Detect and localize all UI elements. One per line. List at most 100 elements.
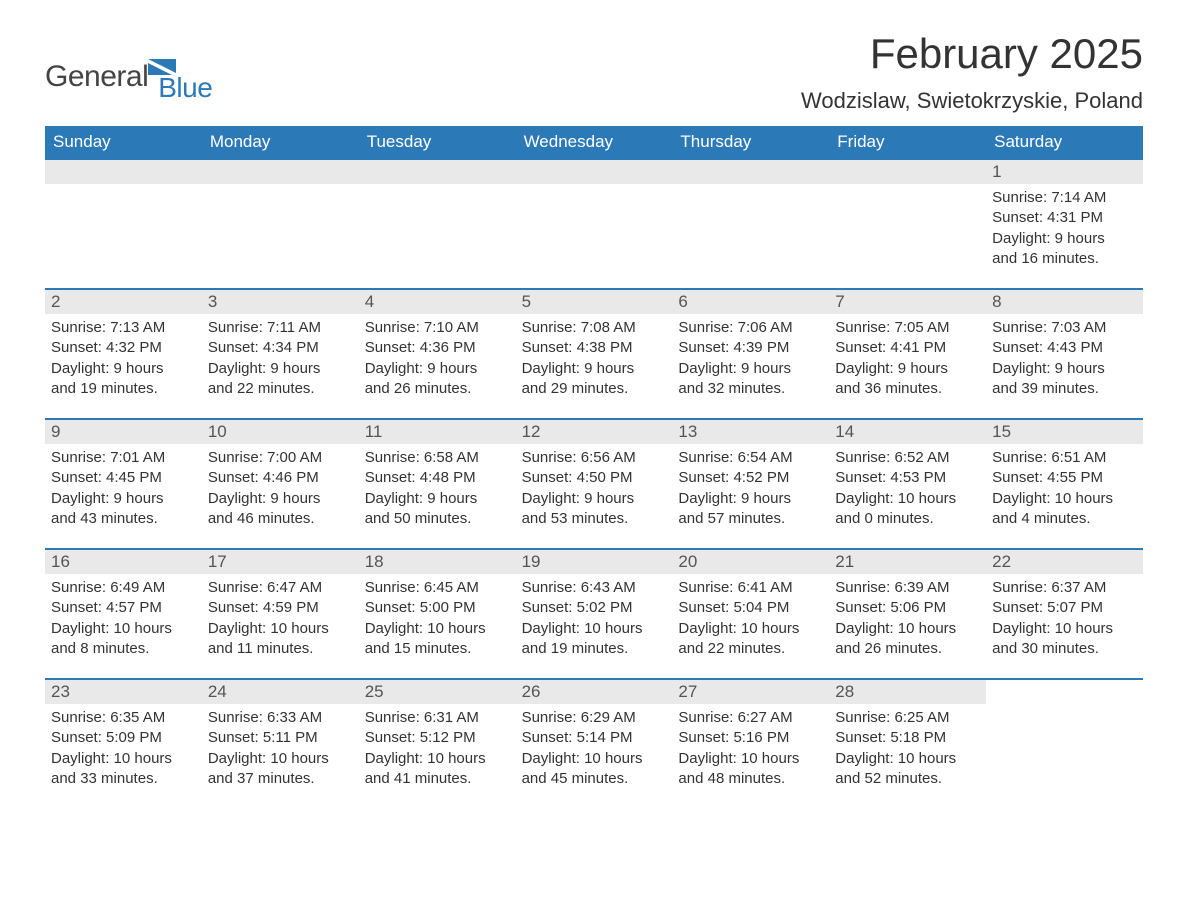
day-number: 28 (829, 680, 986, 704)
day-body: Sunrise: 7:06 AMSunset: 4:39 PMDaylight:… (672, 314, 829, 399)
day-daylight2: and 19 minutes. (51, 379, 196, 399)
day-sunset: Sunset: 5:16 PM (678, 728, 823, 748)
day-body: Sunrise: 7:11 AMSunset: 4:34 PMDaylight:… (202, 314, 359, 399)
day-sunset: Sunset: 5:18 PM (835, 728, 980, 748)
day-sunset: Sunset: 5:09 PM (51, 728, 196, 748)
day-cell: 15Sunrise: 6:51 AMSunset: 4:55 PMDayligh… (986, 420, 1143, 548)
day-daylight2: and 57 minutes. (678, 509, 823, 529)
day-daylight2: and 52 minutes. (835, 769, 980, 789)
dow-cell: Saturday (986, 126, 1143, 158)
day-daylight2: and 41 minutes. (365, 769, 510, 789)
day-daylight1: Daylight: 10 hours (365, 619, 510, 639)
day-daylight1: Daylight: 10 hours (522, 619, 667, 639)
day-cell: 4Sunrise: 7:10 AMSunset: 4:36 PMDaylight… (359, 290, 516, 418)
day-sunset: Sunset: 4:36 PM (365, 338, 510, 358)
day-daylight1: Daylight: 10 hours (835, 749, 980, 769)
empty-daynum-bar (359, 160, 516, 184)
day-daylight2: and 37 minutes. (208, 769, 353, 789)
day-sunrise: Sunrise: 6:31 AM (365, 708, 510, 728)
day-sunset: Sunset: 4:31 PM (992, 208, 1137, 228)
empty-daynum-bar (516, 160, 673, 184)
day-sunset: Sunset: 4:50 PM (522, 468, 667, 488)
day-sunrise: Sunrise: 6:51 AM (992, 448, 1137, 468)
empty-daynum-bar (45, 160, 202, 184)
day-daylight2: and 46 minutes. (208, 509, 353, 529)
day-daylight1: Daylight: 10 hours (835, 489, 980, 509)
day-body: Sunrise: 6:52 AMSunset: 4:53 PMDaylight:… (829, 444, 986, 529)
day-daylight1: Daylight: 9 hours (365, 359, 510, 379)
day-sunrise: Sunrise: 7:03 AM (992, 318, 1137, 338)
day-number: 17 (202, 550, 359, 574)
day-body: Sunrise: 6:29 AMSunset: 5:14 PMDaylight:… (516, 704, 673, 789)
day-daylight1: Daylight: 10 hours (678, 619, 823, 639)
day-number: 11 (359, 420, 516, 444)
day-body: Sunrise: 6:25 AMSunset: 5:18 PMDaylight:… (829, 704, 986, 789)
day-sunrise: Sunrise: 7:06 AM (678, 318, 823, 338)
day-sunrise: Sunrise: 6:56 AM (522, 448, 667, 468)
day-body: Sunrise: 6:47 AMSunset: 4:59 PMDaylight:… (202, 574, 359, 659)
day-cell: 1Sunrise: 7:14 AMSunset: 4:31 PMDaylight… (986, 160, 1143, 288)
day-sunrise: Sunrise: 6:47 AM (208, 578, 353, 598)
day-daylight2: and 36 minutes. (835, 379, 980, 399)
day-cell: 14Sunrise: 6:52 AMSunset: 4:53 PMDayligh… (829, 420, 986, 548)
day-number: 14 (829, 420, 986, 444)
day-sunrise: Sunrise: 6:49 AM (51, 578, 196, 598)
day-sunrise: Sunrise: 7:10 AM (365, 318, 510, 338)
week-row: 1Sunrise: 7:14 AMSunset: 4:31 PMDaylight… (45, 158, 1143, 288)
day-sunrise: Sunrise: 6:35 AM (51, 708, 196, 728)
day-number: 7 (829, 290, 986, 314)
day-sunrise: Sunrise: 6:43 AM (522, 578, 667, 598)
day-daylight2: and 48 minutes. (678, 769, 823, 789)
week-row: 16Sunrise: 6:49 AMSunset: 4:57 PMDayligh… (45, 548, 1143, 678)
day-daylight2: and 22 minutes. (208, 379, 353, 399)
day-cell: 21Sunrise: 6:39 AMSunset: 5:06 PMDayligh… (829, 550, 986, 678)
day-sunset: Sunset: 4:59 PM (208, 598, 353, 618)
flag-icon (148, 59, 176, 81)
day-daylight1: Daylight: 9 hours (835, 359, 980, 379)
day-sunrise: Sunrise: 7:00 AM (208, 448, 353, 468)
dow-cell: Wednesday (516, 126, 673, 158)
day-cell: 5Sunrise: 7:08 AMSunset: 4:38 PMDaylight… (516, 290, 673, 418)
day-body: Sunrise: 7:03 AMSunset: 4:43 PMDaylight:… (986, 314, 1143, 399)
day-body: Sunrise: 7:13 AMSunset: 4:32 PMDaylight:… (45, 314, 202, 399)
day-daylight1: Daylight: 9 hours (365, 489, 510, 509)
day-number: 1 (986, 160, 1143, 184)
dow-cell: Tuesday (359, 126, 516, 158)
day-daylight1: Daylight: 9 hours (51, 489, 196, 509)
day-cell: 3Sunrise: 7:11 AMSunset: 4:34 PMDaylight… (202, 290, 359, 418)
day-daylight2: and 8 minutes. (51, 639, 196, 659)
day-daylight1: Daylight: 10 hours (208, 619, 353, 639)
header: General Blue February 2025 Wodzislaw, Sw… (45, 30, 1143, 114)
day-body: Sunrise: 6:54 AMSunset: 4:52 PMDaylight:… (672, 444, 829, 529)
dow-cell: Sunday (45, 126, 202, 158)
day-number: 25 (359, 680, 516, 704)
day-daylight1: Daylight: 9 hours (208, 489, 353, 509)
day-cell: 17Sunrise: 6:47 AMSunset: 4:59 PMDayligh… (202, 550, 359, 678)
day-cell: 28Sunrise: 6:25 AMSunset: 5:18 PMDayligh… (829, 680, 986, 808)
day-daylight1: Daylight: 10 hours (51, 619, 196, 639)
day-body: Sunrise: 6:35 AMSunset: 5:09 PMDaylight:… (45, 704, 202, 789)
day-cell: 25Sunrise: 6:31 AMSunset: 5:12 PMDayligh… (359, 680, 516, 808)
day-sunrise: Sunrise: 6:52 AM (835, 448, 980, 468)
weeks-container: 1Sunrise: 7:14 AMSunset: 4:31 PMDaylight… (45, 158, 1143, 808)
day-number: 5 (516, 290, 673, 314)
day-daylight1: Daylight: 9 hours (678, 489, 823, 509)
day-cell (829, 160, 986, 288)
day-daylight1: Daylight: 9 hours (992, 359, 1137, 379)
day-number: 23 (45, 680, 202, 704)
day-daylight2: and 45 minutes. (522, 769, 667, 789)
day-daylight1: Daylight: 9 hours (678, 359, 823, 379)
day-sunrise: Sunrise: 6:41 AM (678, 578, 823, 598)
day-number: 10 (202, 420, 359, 444)
day-number: 2 (45, 290, 202, 314)
day-daylight1: Daylight: 10 hours (992, 489, 1137, 509)
day-sunset: Sunset: 4:41 PM (835, 338, 980, 358)
day-sunrise: Sunrise: 7:08 AM (522, 318, 667, 338)
day-cell: 27Sunrise: 6:27 AMSunset: 5:16 PMDayligh… (672, 680, 829, 808)
day-sunset: Sunset: 5:06 PM (835, 598, 980, 618)
day-sunset: Sunset: 5:07 PM (992, 598, 1137, 618)
day-sunrise: Sunrise: 6:27 AM (678, 708, 823, 728)
day-body: Sunrise: 6:58 AMSunset: 4:48 PMDaylight:… (359, 444, 516, 529)
day-number: 13 (672, 420, 829, 444)
empty-daynum-bar (202, 160, 359, 184)
